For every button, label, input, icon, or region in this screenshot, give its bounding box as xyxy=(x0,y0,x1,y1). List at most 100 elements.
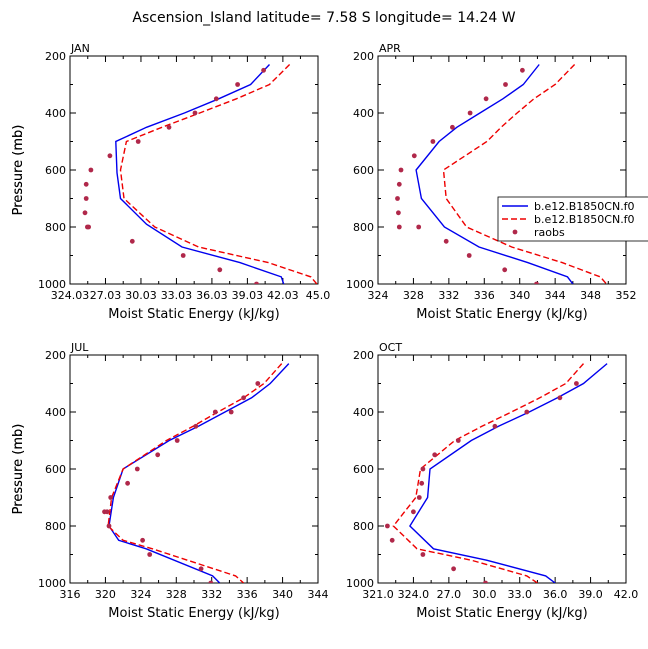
obs-point xyxy=(88,167,94,173)
obs-point xyxy=(420,466,426,472)
x-tick-label: 316 xyxy=(60,588,81,601)
x-tick-label: 324.03 xyxy=(51,289,90,302)
panel-title: OCT xyxy=(379,341,402,354)
obs-point xyxy=(455,438,461,443)
obs-point xyxy=(261,67,266,73)
obs-point xyxy=(155,452,161,458)
y-axis-label: Pressure (mb) xyxy=(11,424,26,515)
y-tick-label: 1000 xyxy=(38,577,66,590)
obs-point xyxy=(398,167,404,173)
obs-point xyxy=(102,509,107,515)
y-axis-label: Pressure (mb) xyxy=(11,125,26,216)
obs-point xyxy=(208,580,214,583)
x-tick-label: 344 xyxy=(545,289,566,302)
plot-frame xyxy=(69,354,319,584)
plot-area xyxy=(102,363,290,583)
series-line-model-dashed xyxy=(442,64,608,284)
y-tick-label: 400 xyxy=(45,107,66,120)
x-axis-label: Moist Static Energy (kJ/kg) xyxy=(416,606,587,621)
obs-point xyxy=(520,67,525,73)
obs-point xyxy=(450,124,455,130)
obs-point xyxy=(411,153,417,159)
obs-point xyxy=(557,395,563,401)
obs-point xyxy=(492,423,498,429)
x-tick-label: 332 xyxy=(201,588,222,601)
legend-label: b.e12.B1850CN.f0 xyxy=(534,213,635,226)
obs-point xyxy=(213,96,219,102)
obs-point xyxy=(241,395,247,401)
panel-oct: OCT 321.0 324.0 27.0 30.0 33.0 36.0 39.0 42.0 200… xyxy=(11,341,638,621)
series-line-model-dashed xyxy=(119,64,318,284)
x-tick-label: 42.0 xyxy=(614,588,639,601)
obs-point xyxy=(125,480,130,486)
obs-point xyxy=(503,82,508,87)
obs-point xyxy=(419,480,425,486)
y-tick-label: 800 xyxy=(45,520,66,533)
x-tick-label: 36.0 xyxy=(543,588,568,601)
y-tick-label: 400 xyxy=(353,406,374,419)
panel-jul: JUL 316 320 324 328 332 336 340 344 200 400 600 800 1… xyxy=(11,341,329,621)
y-tick-label: 400 xyxy=(353,107,374,120)
obs-point xyxy=(107,153,113,159)
y-tick-label: 200 xyxy=(45,50,66,63)
x-tick-label: 344 xyxy=(308,588,329,601)
y-tick-label: 800 xyxy=(353,520,374,533)
x-tick-label: 33.0 xyxy=(507,588,532,601)
panel-title: APR xyxy=(379,42,401,55)
obs-point xyxy=(82,210,88,216)
obs-point xyxy=(416,224,422,230)
plot-frame xyxy=(377,354,627,584)
obs-point xyxy=(83,181,89,187)
y-axis-label: Pressure (mb) xyxy=(11,424,26,515)
x-tick-label: 328 xyxy=(403,289,424,302)
y-tick-label: 600 xyxy=(353,463,374,476)
obs-point xyxy=(385,523,390,529)
x-tick-label: 321.0 xyxy=(362,588,394,601)
obs-point xyxy=(235,82,241,87)
obs-point xyxy=(147,552,153,557)
obs-point xyxy=(254,281,259,284)
x-tick-label: 39.0 xyxy=(578,588,603,601)
x-tick-label: 42.03 xyxy=(267,289,299,302)
plot-frame xyxy=(377,55,627,285)
y-tick-label: 400 xyxy=(45,406,66,419)
y-tick-label: 600 xyxy=(353,164,374,177)
obs-point xyxy=(396,181,402,187)
obs-point xyxy=(534,281,539,284)
obs-point xyxy=(416,495,422,500)
obs-point xyxy=(134,466,140,472)
x-axis-label: Moist Static Energy (kJ/kg) xyxy=(108,606,279,621)
legend-swatch xyxy=(512,229,518,235)
y-tick-label: 1000 xyxy=(38,278,66,291)
panel-jan: JAN 324.03 27.03 30.03 33.03 36.03 39.03 42.03 4… xyxy=(11,42,330,322)
y-tick-label: 200 xyxy=(353,50,374,63)
obs-point xyxy=(395,196,400,201)
x-tick-label: 324 xyxy=(130,588,151,601)
obs-point xyxy=(396,210,401,216)
obs-point xyxy=(443,238,449,244)
obs-point xyxy=(140,537,146,543)
obs-point xyxy=(180,253,186,258)
y-tick-label: 800 xyxy=(45,221,66,234)
panel-title: JAN xyxy=(70,42,90,55)
obs-point xyxy=(389,537,395,543)
obs-point xyxy=(430,139,436,144)
plot-area xyxy=(385,363,608,583)
x-tick-label: 320 xyxy=(95,588,116,601)
obs-point xyxy=(166,124,172,130)
x-tick-label: 324.0 xyxy=(398,588,430,601)
obs-point xyxy=(174,438,180,443)
x-tick-label: 27.0 xyxy=(437,588,462,601)
panel-title: JUL xyxy=(70,341,89,354)
y-tick-label: 800 xyxy=(353,221,374,234)
legend-label: raobs xyxy=(534,226,565,239)
y-axis-label: Pressure (mb) xyxy=(11,125,26,216)
obs-point xyxy=(228,409,234,415)
obs-point xyxy=(192,110,198,116)
obs-point xyxy=(135,139,141,144)
x-axis-label: Moist Static Energy (kJ/kg) xyxy=(416,307,587,322)
x-axis-label: Moist Static Energy (kJ/kg) xyxy=(108,307,279,322)
obs-point xyxy=(255,381,261,386)
x-tick-label: 336 xyxy=(474,289,495,302)
